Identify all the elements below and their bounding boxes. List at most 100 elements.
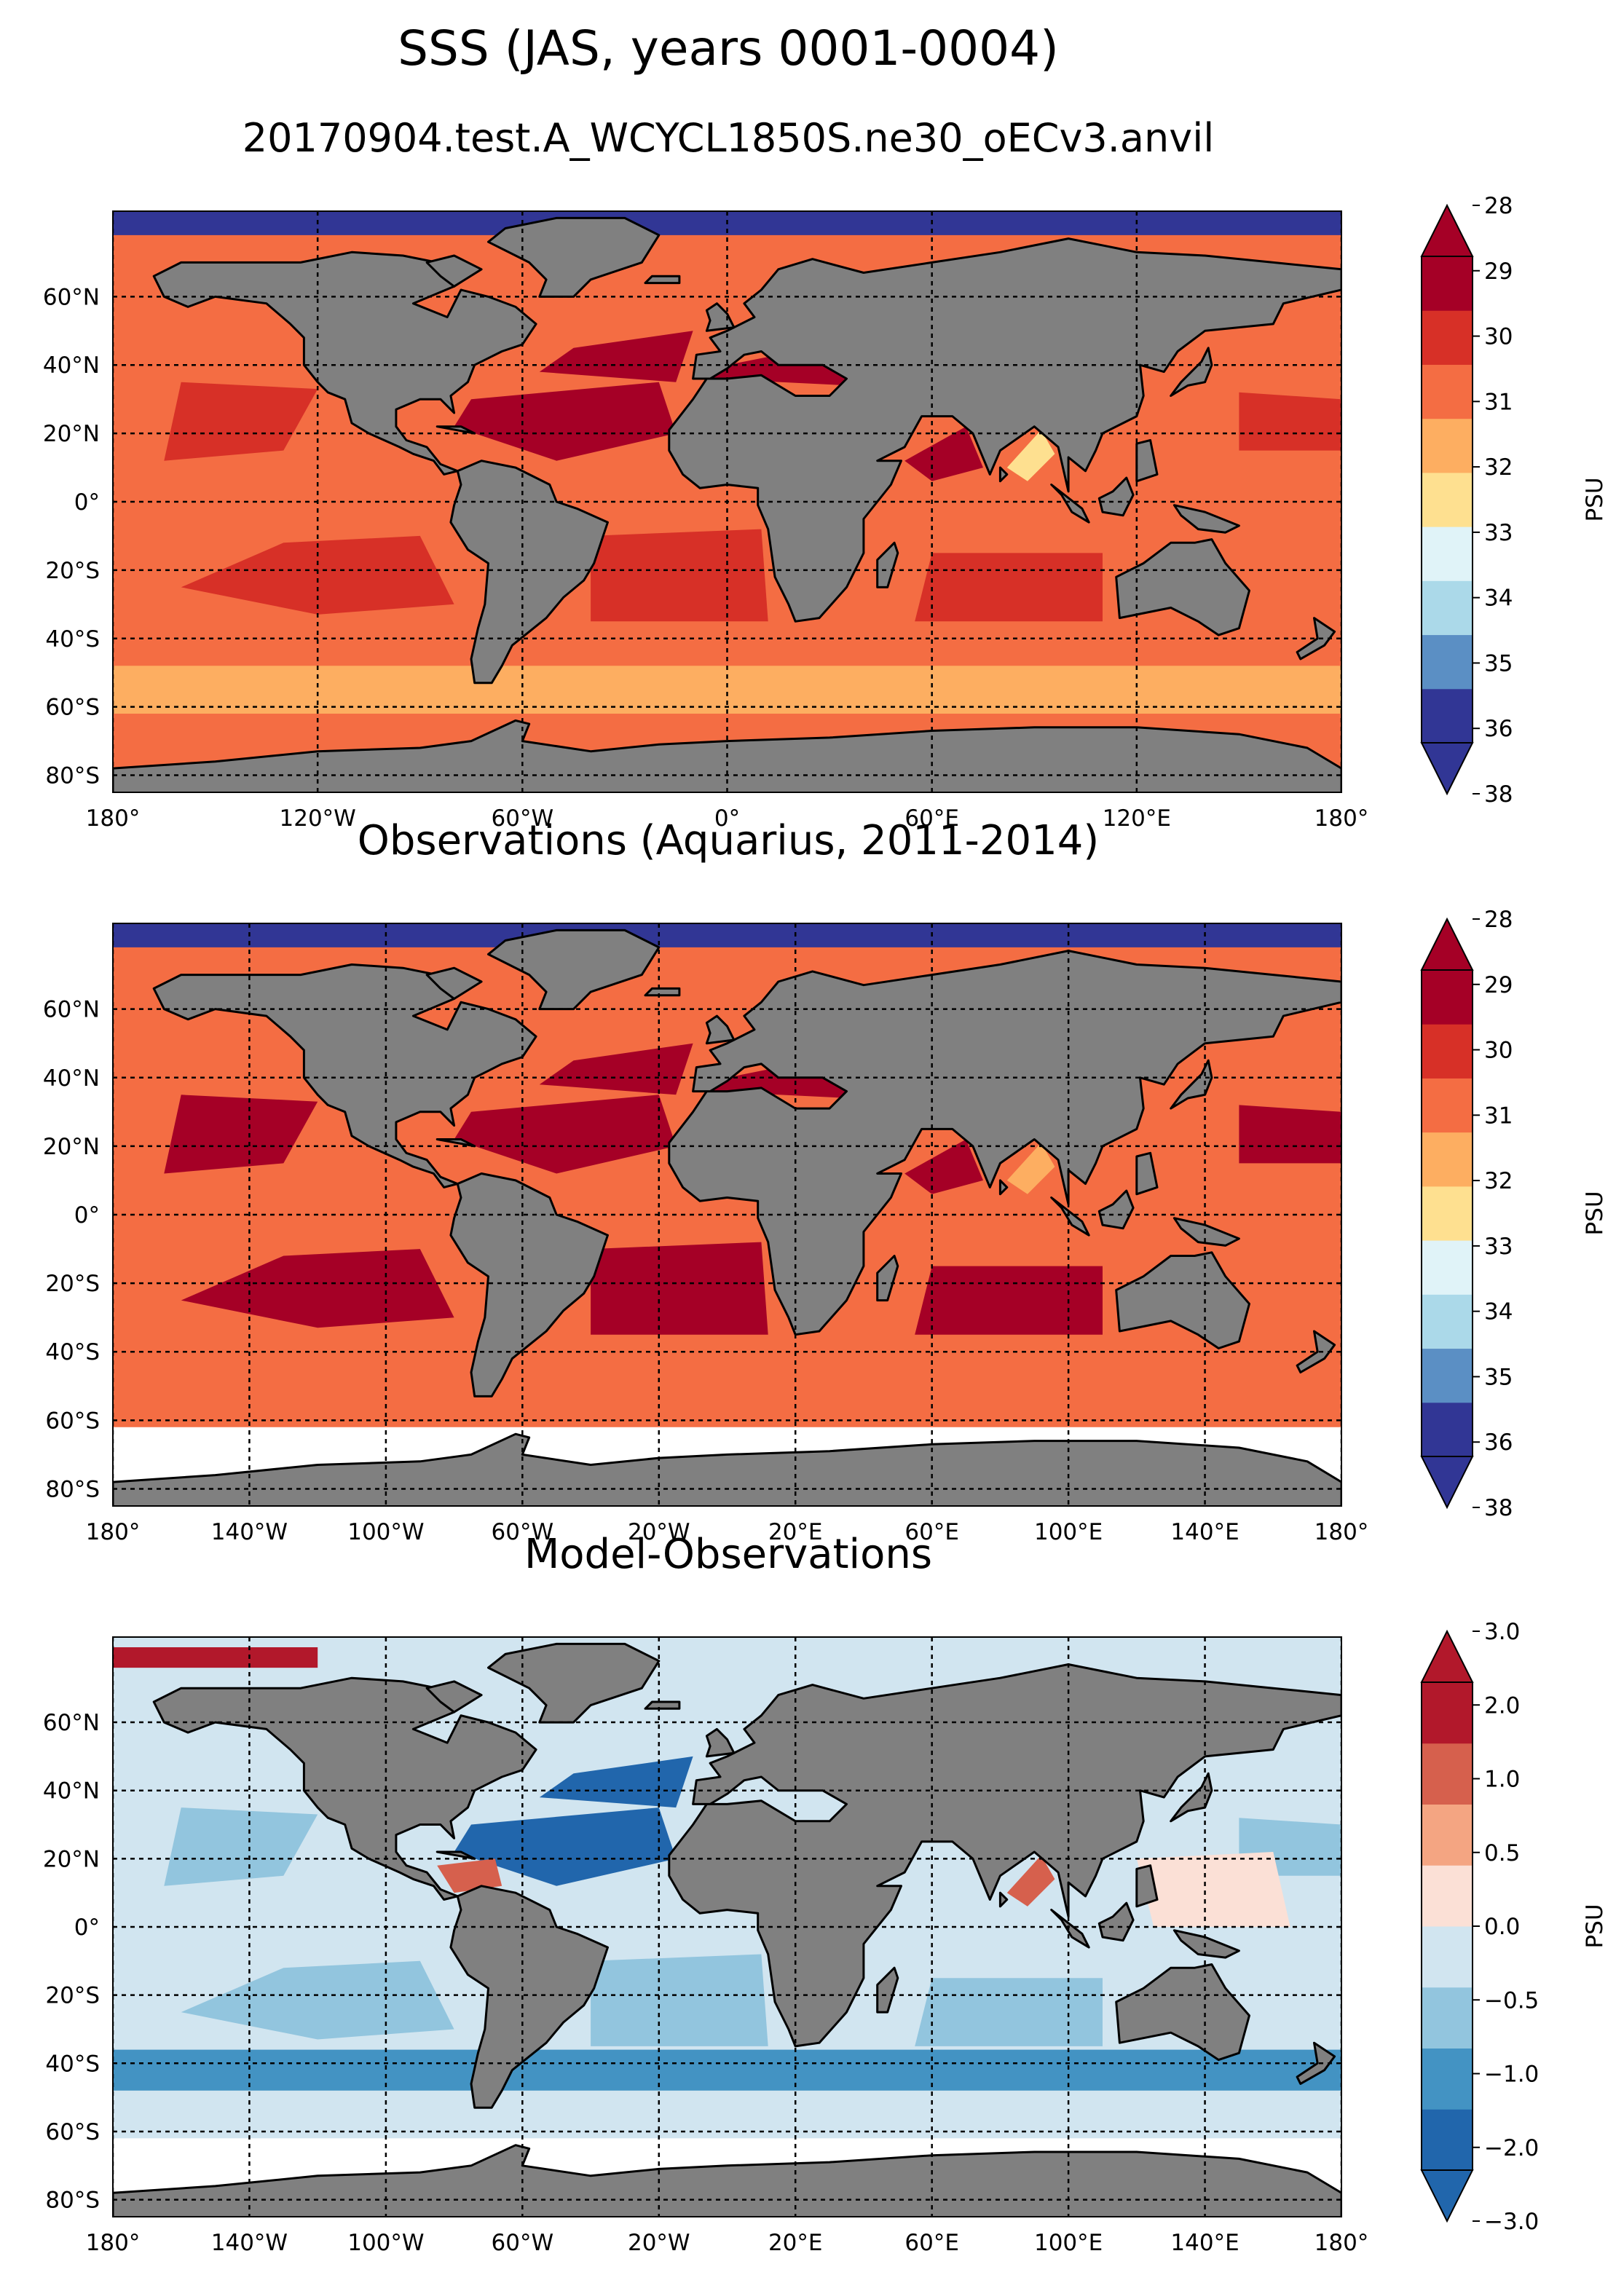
y-tick-label: 40°N <box>43 1065 100 1092</box>
colorbar-segment <box>1422 634 1473 690</box>
x-tick-label: 60°E <box>904 1519 959 1545</box>
x-tick-label: 60°W <box>492 2230 554 2256</box>
land-madagascar <box>876 541 899 588</box>
colorbar-tick-label: 31 <box>1484 1103 1513 1129</box>
x-tick-label: 60°E <box>904 2230 959 2256</box>
y-tick-label: 60°N <box>43 997 100 1023</box>
land-new-zealand <box>1296 2041 1336 2085</box>
land-cuba <box>435 1138 476 1148</box>
colorbar-segment <box>1422 1132 1473 1187</box>
land-japan <box>1170 1059 1213 1110</box>
land-south-america <box>449 1885 609 2109</box>
colorbar-tick-label: 29 <box>1484 972 1513 998</box>
colorbar-extend-max <box>1420 917 1474 971</box>
land-japan <box>1170 1772 1213 1823</box>
land-madagascar <box>876 1966 899 2014</box>
land-north-america <box>152 251 537 476</box>
land-japan <box>1170 347 1213 397</box>
region-subtropical-gyres <box>181 535 454 615</box>
region-bay-of-bengal <box>1006 1143 1055 1194</box>
region-north-atlantic <box>539 331 693 382</box>
colorbar-segment <box>1422 688 1473 744</box>
x-tick-label: 180° <box>1314 2230 1369 2256</box>
land-iceland <box>644 1700 681 1710</box>
land-baffin <box>425 1680 483 1714</box>
region-subtropical-gyres <box>164 1807 318 1886</box>
map-panel-3: 180° 140°W 100°W 60°W 20°W 20°E 60°E 100°E 140°E… <box>43 1636 1369 2256</box>
colorbar-tick-label: 36 <box>1484 716 1513 742</box>
y-tick-label: 40°N <box>43 1778 100 1805</box>
region-north-atlantic <box>454 382 677 461</box>
y-tick-label: 20°N <box>43 1846 100 1872</box>
figure-subtitle: 20170904.test.A_WCYCL1850S.ne30_oECv3.an… <box>242 115 1215 161</box>
colorbar-tick-label: −0.5 <box>1484 1987 1539 2014</box>
region-bay-of-bengal <box>1006 430 1055 481</box>
colorbar-tick-label: 35 <box>1484 1364 1513 1390</box>
x-tick-label: 180° <box>1314 805 1369 832</box>
y-tick-label: 0° <box>74 489 100 516</box>
map-field <box>113 1637 1341 2217</box>
colorbar-segment <box>1422 527 1473 581</box>
colorbar-tick-label: 33 <box>1484 520 1513 546</box>
y-tick-label: 60°S <box>45 1408 100 1434</box>
colorbar-tick-label: 28 <box>1484 907 1513 933</box>
region-subtropical-gyres <box>164 1095 318 1174</box>
y-tick-label: 60°N <box>43 1710 100 1736</box>
y-tick-label: 0° <box>74 1202 100 1229</box>
colorbar-tick-label: 1.0 <box>1484 1767 1520 1793</box>
y-tick-label: 40°S <box>45 626 100 652</box>
x-tick-label: 0° <box>714 805 740 832</box>
region-north-atlantic <box>539 1756 693 1808</box>
panel-3-title: Model-Observations <box>524 1531 933 1578</box>
land-new-guinea <box>1172 504 1240 534</box>
land-british-isles <box>705 302 736 332</box>
region-southern-ocean <box>113 666 1341 714</box>
colorbar-segment <box>1422 1865 1473 1927</box>
y-tick-label: 80°S <box>45 763 100 789</box>
colorbar-tick-label: 31 <box>1484 389 1513 415</box>
land-iceland <box>644 987 681 997</box>
y-tick-label: 20°S <box>45 558 100 584</box>
x-tick-label: 20°E <box>768 1519 823 1545</box>
colorbar-label: PSU <box>1582 1191 1608 1235</box>
x-tick-label: 100°W <box>347 2230 424 2256</box>
colorbar-segment <box>1422 1186 1473 1241</box>
region-north-atlantic <box>539 1043 693 1095</box>
colorbar-tick-label: −1.0 <box>1484 2062 1539 2088</box>
colorbar-tick-label: 34 <box>1484 585 1513 612</box>
land-philippines <box>1135 1151 1159 1196</box>
land-sumatra <box>1050 484 1090 524</box>
map-panel-1: 180° 120°W 60°W 0° 60°E 120°E 180° 60°N 40°N 20°N… <box>43 210 1369 832</box>
region-bay-of-bengal <box>1006 1855 1055 1907</box>
land-greenland <box>487 216 661 298</box>
colorbar-tick-label: 30 <box>1484 324 1513 350</box>
colorbar-segment <box>1422 580 1473 636</box>
land-australia <box>1115 1963 1250 2062</box>
colorbar-segment <box>1422 418 1473 473</box>
y-tick-label: 40°S <box>45 2051 100 2077</box>
y-tick-label: 20°S <box>45 1983 100 2009</box>
colorbar-segment <box>1422 1682 1473 1744</box>
x-tick-label: 100°E <box>1034 2230 1103 2256</box>
region-arabian-sea <box>904 426 983 481</box>
x-tick-label: 140°W <box>211 1519 288 1545</box>
land-south-america <box>449 460 609 685</box>
colorbar-extend-max <box>1420 1629 1474 1683</box>
colorbar-segment <box>1422 1402 1473 1457</box>
x-tick-label: 140°E <box>1170 1519 1239 1545</box>
land-sri-lanka <box>998 1891 1009 1908</box>
x-tick-label: 60°W <box>492 1519 554 1545</box>
x-tick-label: 140°E <box>1170 2230 1239 2256</box>
colorbar-tick-label: 0.5 <box>1484 1840 1520 1866</box>
land-greenland <box>487 1642 661 1724</box>
x-tick-label: 100°E <box>1034 1519 1103 1545</box>
y-tick-label: 80°S <box>45 1476 100 1502</box>
y-tick-label: 20°S <box>45 1271 100 1297</box>
colorbar-tick-label: −3.0 <box>1484 2209 1539 2235</box>
land-sumatra <box>1050 1196 1090 1237</box>
region-subtropical-gyres <box>591 1242 768 1335</box>
y-tick-label: 60°N <box>43 284 100 310</box>
land-north-america <box>152 1676 537 1901</box>
region-caribbean <box>437 1858 502 1893</box>
colorbar-extend-min <box>1420 2169 1474 2223</box>
